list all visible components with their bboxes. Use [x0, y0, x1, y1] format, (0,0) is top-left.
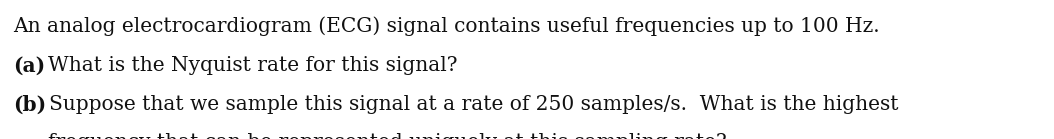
Text: frequency that can be represented uniquely at this sampling rate?: frequency that can be represented unique…: [47, 133, 726, 139]
Text: Suppose that we sample this signal at a rate of 250 samples/s.  What is the high: Suppose that we sample this signal at a …: [48, 95, 898, 114]
Text: An analog electrocardiogram (ECG) signal contains useful frequencies up to 100 H: An analog electrocardiogram (ECG) signal…: [13, 17, 879, 36]
Text: What is the Nyquist rate for this signal?: What is the Nyquist rate for this signal…: [47, 56, 457, 75]
Text: (b): (b): [13, 95, 45, 115]
Text: (a): (a): [13, 56, 44, 76]
Text: (a): (a): [13, 70, 44, 90]
